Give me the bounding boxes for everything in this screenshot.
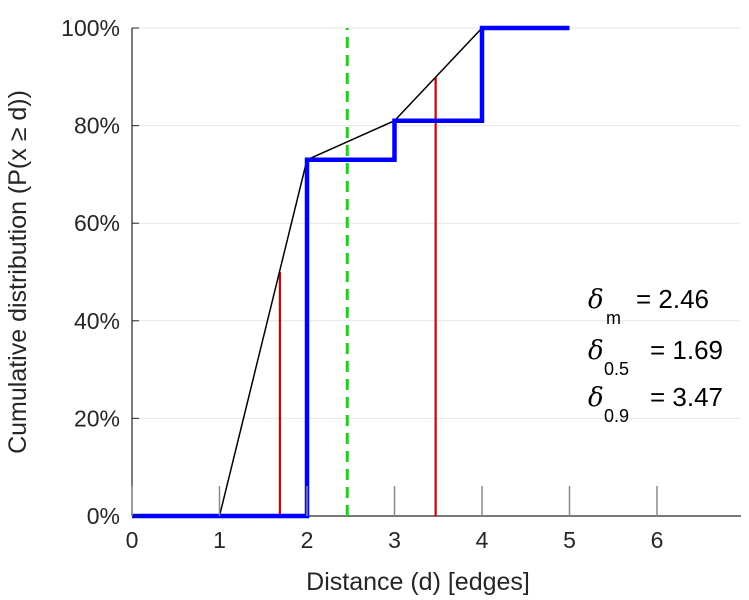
x-tick-label: 2 <box>301 527 314 553</box>
delta-05-symbol: δ <box>588 336 604 366</box>
delta-m-annotation: δ m = 2.46 <box>588 284 709 328</box>
delta-05-annotation: δ 0.5 = 1.69 <box>588 335 723 379</box>
x-tick-label: 0 <box>126 527 139 553</box>
x-tick-label: 5 <box>563 527 576 553</box>
y-tick-label: 80% <box>74 113 120 139</box>
delta-m-value: = 2.46 <box>636 284 709 314</box>
delta-05-value: = 1.69 <box>650 335 723 365</box>
x-axis-label: Distance (d) [edges] <box>306 568 530 596</box>
x-tick-label: 1 <box>213 527 226 553</box>
y-tick-label: 20% <box>74 405 120 431</box>
delta-annotations: δ m = 2.46 δ 0.5 = 1.69 δ 0.9 = 3.47 <box>588 284 723 426</box>
delta-09-value: = 3.47 <box>650 382 723 412</box>
x-tick-label: 6 <box>651 527 664 553</box>
y-tick-label: 0% <box>87 503 120 529</box>
y-tick-label: 100% <box>61 15 120 41</box>
x-tick-label: 4 <box>476 527 489 553</box>
interpolated-cdf-line <box>218 27 483 517</box>
delta-09-subscript: 0.9 <box>604 406 629 426</box>
delta-09-annotation: δ 0.9 = 3.47 <box>588 382 723 426</box>
delta-09-symbol: δ <box>588 383 604 413</box>
y-tick-label: 60% <box>74 210 120 236</box>
delta-m-symbol: δ <box>588 285 604 315</box>
cdf-step-series <box>132 25 570 519</box>
delta-05-subscript: 0.5 <box>604 359 629 379</box>
x-tick-label: 3 <box>388 527 401 553</box>
y-axis-label: Cumulative distribution (P(x ≥ d)) <box>4 90 32 454</box>
delta-m-subscript: m <box>606 308 621 328</box>
y-tick-label: 40% <box>74 308 120 334</box>
